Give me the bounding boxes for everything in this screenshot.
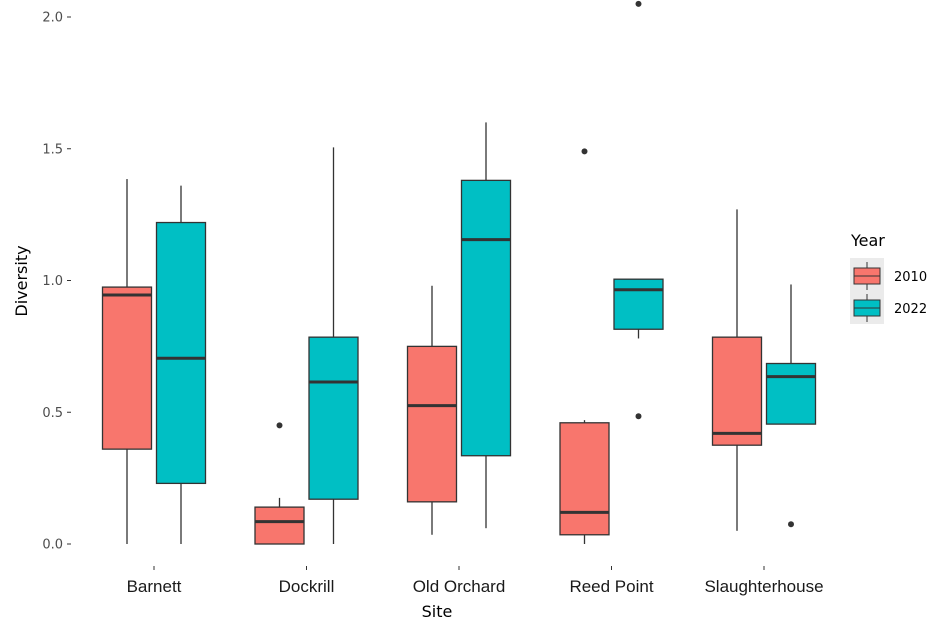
- y-tick-label: 1.0: [42, 274, 63, 289]
- box-2022: [308, 336, 359, 500]
- y-tick-label: 0.0: [42, 538, 63, 553]
- legend-title: Year: [850, 231, 885, 250]
- outlier-point: [788, 521, 794, 528]
- box-2010: [101, 286, 153, 450]
- y-tick-label: 0.5: [42, 406, 63, 421]
- box-2010: [711, 336, 763, 446]
- legend-label: 2010: [894, 270, 927, 285]
- box-2022: [765, 362, 817, 425]
- legend-label: 2022: [894, 302, 927, 317]
- x-category-label: Barnett: [127, 577, 182, 596]
- outlier-point: [635, 0, 642, 7]
- y-axis-title: Diversity: [12, 245, 31, 316]
- x-category-label: Dockrill: [279, 577, 335, 596]
- box-2022: [155, 221, 207, 485]
- x-category-label: Old Orchard: [413, 577, 506, 596]
- x-category-label: Slaughterhouse: [704, 577, 823, 596]
- box-2022: [613, 278, 664, 330]
- outlier-point: [276, 422, 283, 429]
- x-category-label: Reed Point: [569, 577, 653, 596]
- outlier-point: [635, 413, 642, 420]
- box-2010: [254, 506, 305, 545]
- outlier-point: [581, 148, 588, 155]
- y-tick-label: 2.0: [42, 11, 63, 26]
- y-tick-label: 1.5: [42, 142, 63, 157]
- box-2010: [406, 345, 458, 503]
- box-2010: [559, 422, 610, 536]
- x-axis-title: Site: [422, 602, 453, 621]
- box-2022: [460, 179, 512, 457]
